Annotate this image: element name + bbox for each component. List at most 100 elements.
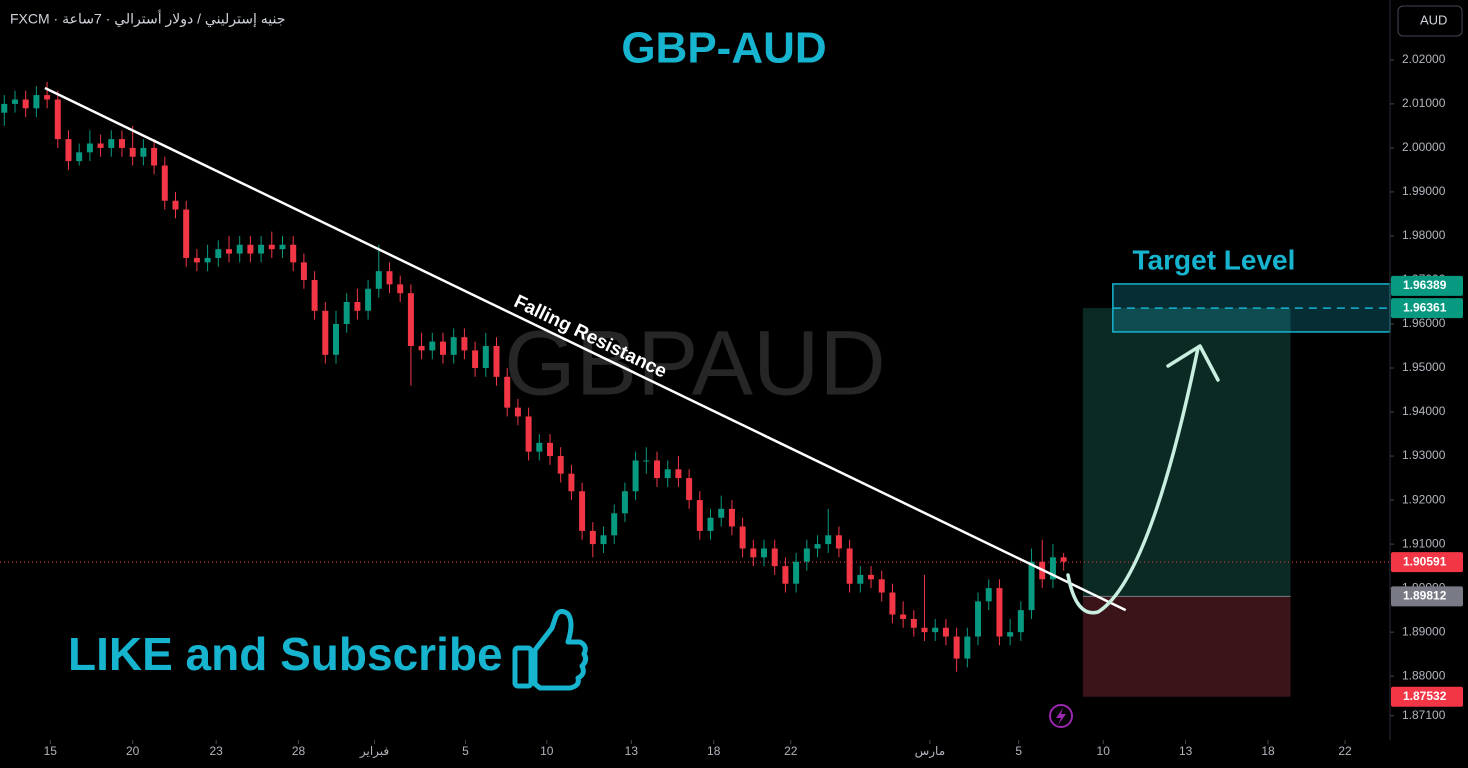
- candle-body: [782, 566, 789, 584]
- candle-body: [878, 579, 885, 593]
- price-label-box: [1391, 275, 1463, 296]
- candle-body: [183, 209, 190, 258]
- candle-body: [707, 517, 714, 531]
- candle-body: [172, 200, 179, 210]
- candle-body: [1028, 561, 1035, 611]
- candle-body: [86, 143, 93, 153]
- candle-body: [868, 574, 875, 580]
- candle-body: [1060, 557, 1067, 562]
- candle-body: [493, 346, 500, 377]
- candle-body: [65, 139, 72, 162]
- candle-body: [643, 460, 650, 462]
- x-tick-label: 13: [1179, 744, 1193, 758]
- candle-body: [932, 627, 939, 633]
- candle-body: [835, 535, 842, 549]
- y-tick-label: 1.87100: [1402, 708, 1446, 722]
- candle-body: [975, 601, 982, 637]
- candle-body: [547, 442, 554, 457]
- y-tick-label: 1.99000: [1402, 184, 1446, 198]
- candle-body: [568, 473, 575, 492]
- candle-body: [386, 271, 393, 285]
- x-tick-label: 23: [209, 744, 223, 758]
- candle-body: [1017, 610, 1024, 633]
- candle-body: [54, 99, 61, 140]
- candle-body: [129, 147, 136, 157]
- candle-body: [33, 95, 40, 109]
- candle-body: [429, 341, 436, 351]
- candle-body: [664, 469, 671, 479]
- candle-body: [536, 442, 543, 452]
- loss-zone: [1082, 596, 1291, 697]
- candle-body: [375, 271, 382, 289]
- target-label: Target Level: [1133, 244, 1296, 275]
- candle-body: [846, 548, 853, 584]
- candle-body: [97, 143, 104, 148]
- price-label: 1.90591: [1403, 554, 1447, 568]
- y-tick-label: 2.02000: [1402, 52, 1446, 66]
- candle-body: [718, 508, 725, 518]
- candle-body: [461, 337, 468, 351]
- candle-body: [589, 530, 596, 545]
- candle-body: [1, 103, 8, 113]
- price-label-box: [1391, 552, 1463, 573]
- candle-body: [482, 346, 489, 369]
- candle-body: [140, 147, 147, 157]
- candle-body: [258, 244, 265, 254]
- symbol-header: FXCM · جنيه إسترليني / دولار أسترالي · 7…: [10, 10, 285, 28]
- x-tick-label: 18: [1261, 744, 1275, 758]
- x-tick-label: 22: [784, 744, 798, 758]
- candle-body: [632, 460, 639, 492]
- candle-body: [621, 491, 628, 514]
- currency[interactable]: AUD: [1420, 12, 1447, 27]
- candle-body: [22, 99, 29, 109]
- candle-body: [675, 469, 682, 479]
- candle-body: [365, 288, 372, 311]
- candle-body: [151, 147, 158, 166]
- x-tick-label: 10: [1097, 744, 1111, 758]
- candle-body: [942, 627, 949, 637]
- candle-body: [921, 627, 928, 633]
- candle-body: [279, 244, 286, 250]
- candle-body: [354, 301, 361, 311]
- projection-arrow: [1066, 346, 1200, 615]
- x-tick-label: فبراير: [359, 744, 389, 759]
- y-tick-label: 1.88000: [1402, 668, 1446, 682]
- candle-body: [215, 249, 222, 258]
- candle-body: [803, 548, 810, 562]
- candle-body: [696, 500, 703, 531]
- candle-body: [11, 99, 18, 104]
- candle-body: [910, 618, 917, 628]
- candle-body: [557, 456, 564, 474]
- candle-body: [889, 592, 896, 615]
- x-tick-label: 15: [44, 744, 58, 758]
- projection-arrow-head: [1166, 344, 1220, 382]
- y-tick-label: 2.00000: [1402, 140, 1446, 154]
- price-label: 1.96361: [1403, 300, 1447, 314]
- candle-body: [1007, 632, 1014, 637]
- candle-body: [343, 301, 350, 324]
- x-tick-label: 28: [292, 744, 306, 758]
- candle-body: [311, 279, 318, 311]
- x-tick-label: 18: [707, 744, 721, 758]
- candle-body: [193, 257, 200, 263]
- candle-body: [985, 588, 992, 602]
- candle-body: [407, 293, 414, 347]
- y-tick-label: 1.94000: [1402, 404, 1446, 418]
- price-label-box: [1391, 298, 1463, 319]
- candle-body: [332, 323, 339, 355]
- target-zone: [1112, 283, 1391, 333]
- candle-body: [300, 262, 307, 280]
- candle-body: [654, 460, 661, 479]
- candle-body: [204, 257, 211, 263]
- candle-body: [996, 588, 1003, 637]
- candle-body: [953, 636, 960, 659]
- y-tick-label: 1.93000: [1402, 448, 1446, 462]
- candle-body: [761, 548, 768, 558]
- thumbs-up-icon: [512, 608, 589, 691]
- alert-icon[interactable]: [1049, 704, 1073, 728]
- candle-body: [825, 535, 832, 545]
- currency-box[interactable]: [1397, 5, 1463, 37]
- candle-body: [44, 95, 51, 100]
- candle-body: [739, 526, 746, 549]
